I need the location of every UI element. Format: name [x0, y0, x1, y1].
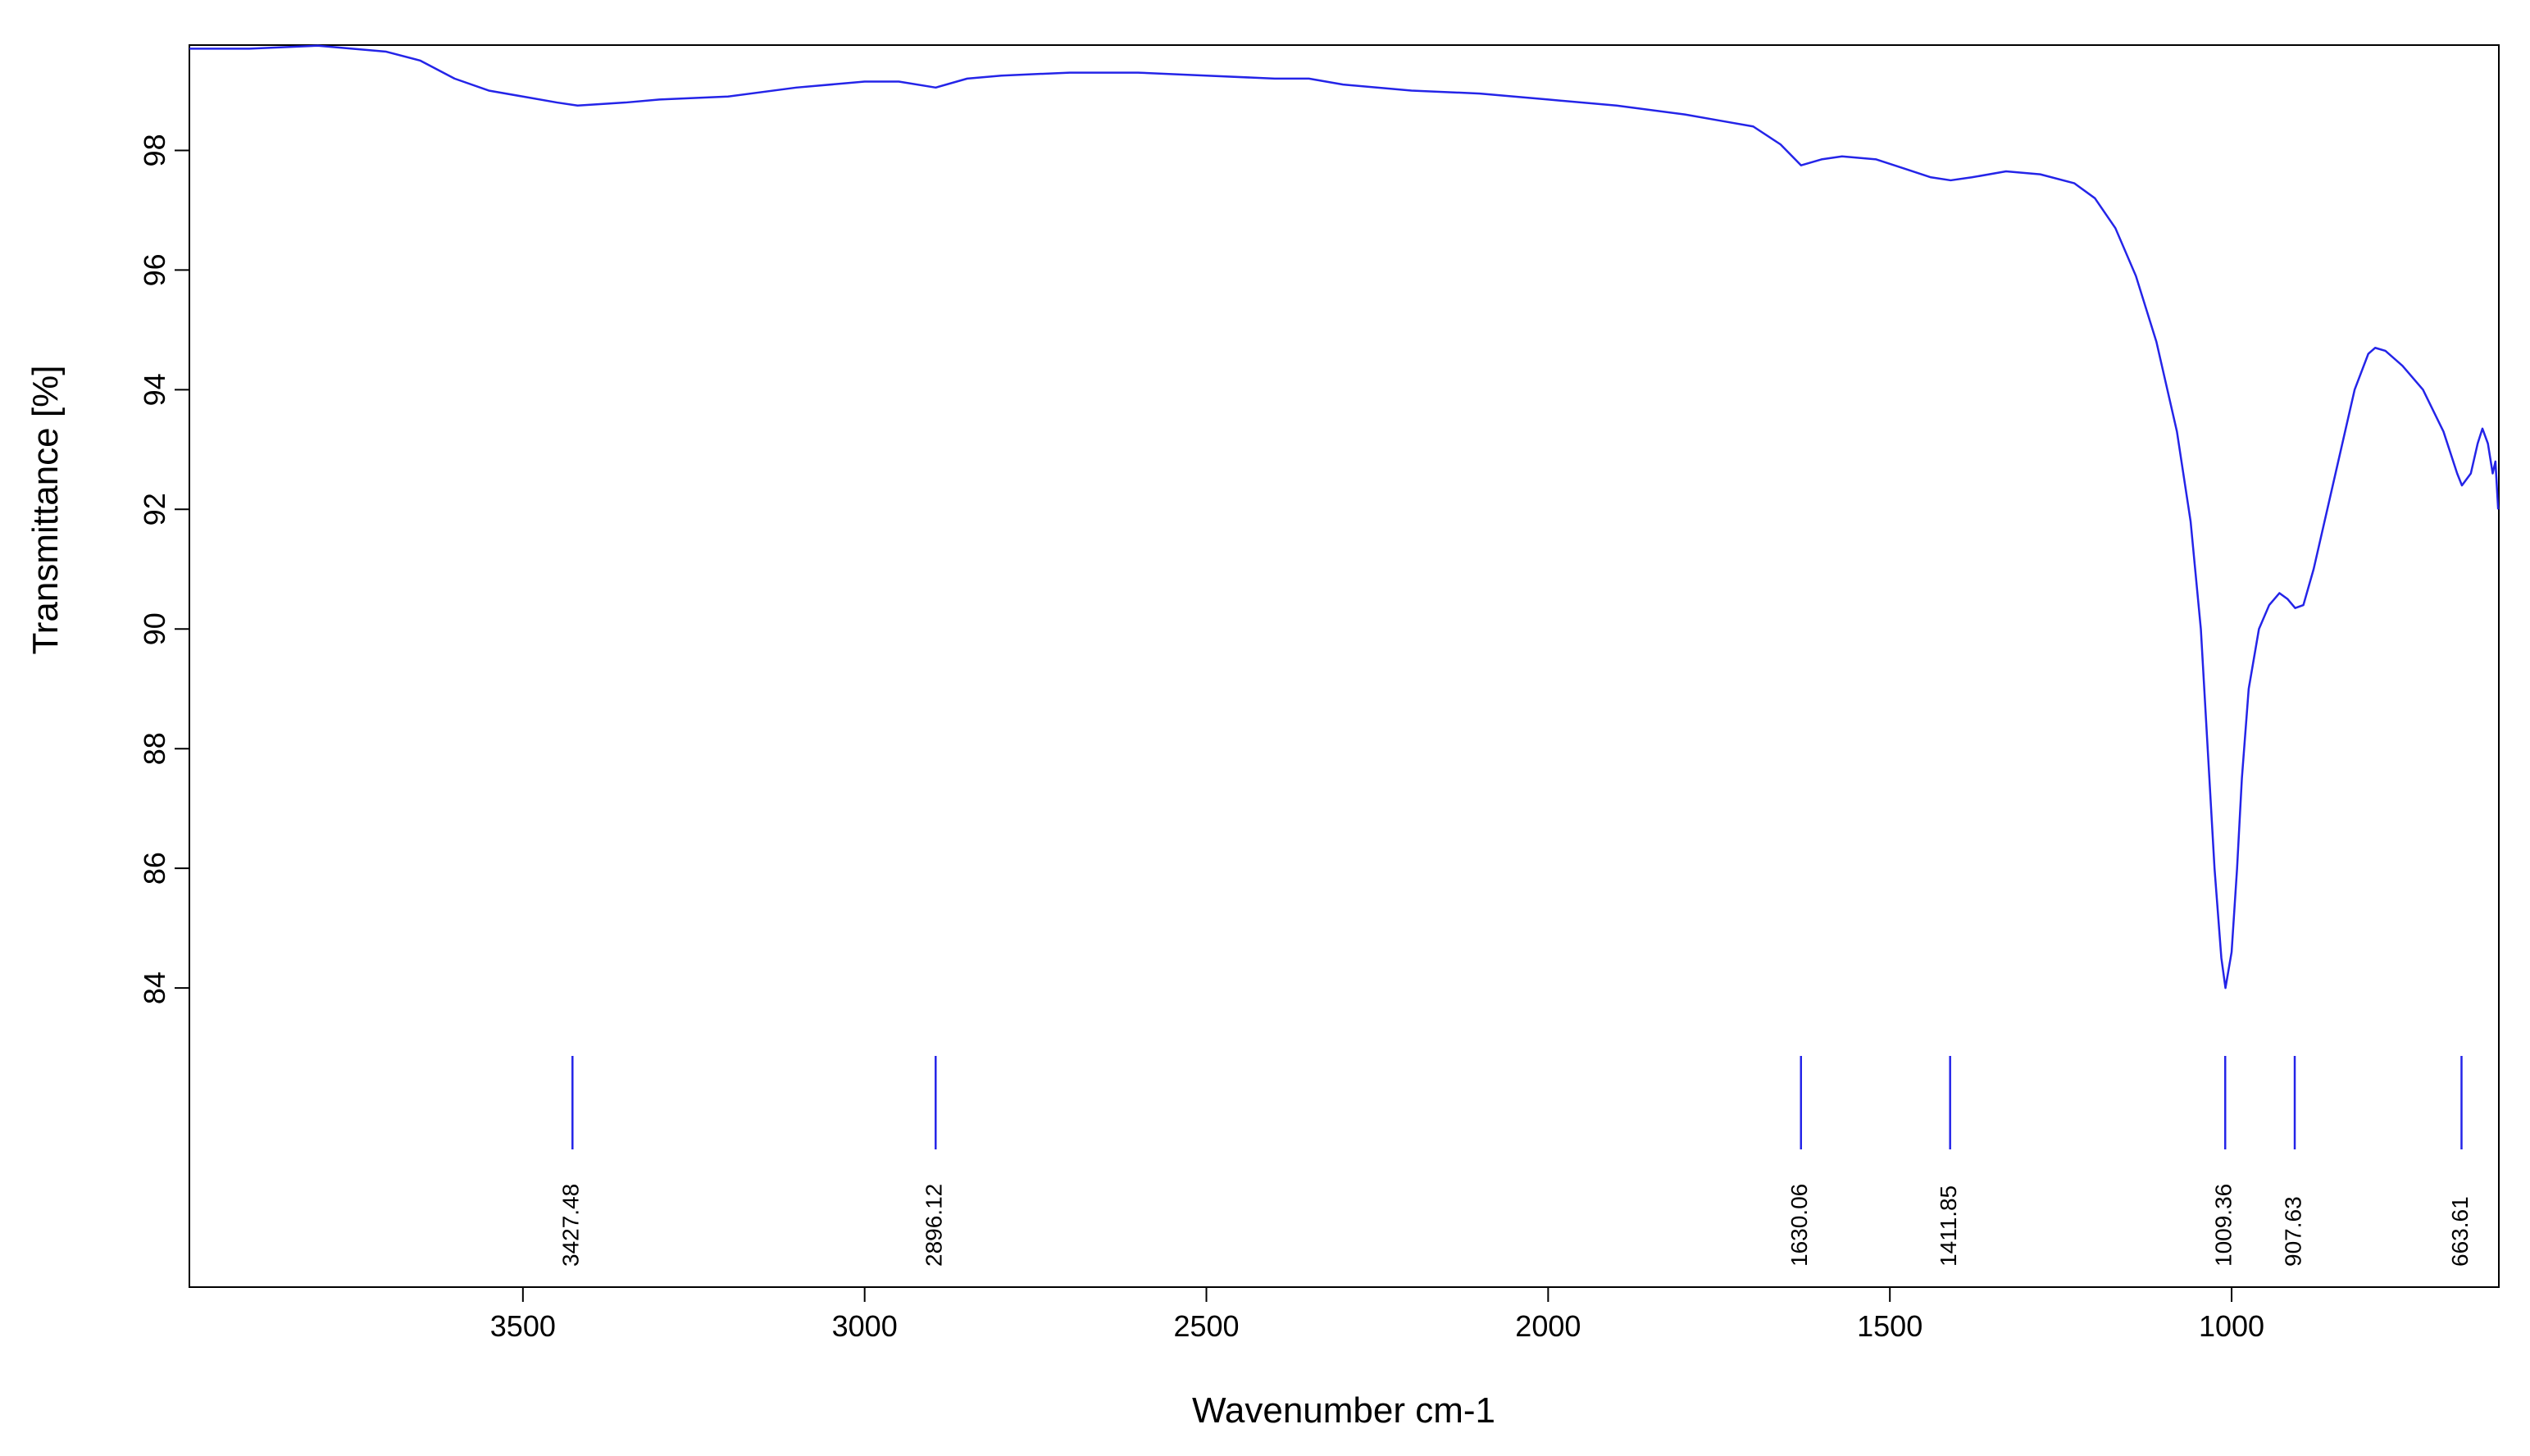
peak-label: 2896.12 — [921, 1184, 947, 1267]
y-tick-label: 90 — [138, 612, 171, 645]
x-tick-label: 2500 — [1173, 1309, 1239, 1343]
peak-label: 663.61 — [2447, 1196, 2473, 1267]
x-tick-label: 2000 — [1515, 1309, 1581, 1343]
y-tick-label: 92 — [138, 493, 171, 526]
y-tick-label: 84 — [138, 971, 171, 1004]
y-tick-label: 88 — [138, 732, 171, 765]
y-tick-label: 86 — [138, 852, 171, 885]
x-tick-label: 1000 — [2199, 1309, 2264, 1343]
plot-frame — [189, 44, 2500, 1288]
peak-label: 907.63 — [2280, 1196, 2305, 1267]
peak-label: 1411.85 — [1936, 1185, 1961, 1267]
spectrum-line — [189, 44, 2500, 990]
y-tick-label: 98 — [138, 134, 171, 166]
peak-label: 3427.48 — [558, 1184, 584, 1267]
y-tick-label: 94 — [138, 373, 171, 406]
x-axis-title: Wavenumber cm-1 — [1192, 1390, 1495, 1431]
peak-label: 1630.06 — [1786, 1184, 1812, 1267]
x-tick-label: 3500 — [490, 1309, 556, 1343]
x-tick-label: 3000 — [832, 1309, 898, 1343]
y-axis-title: Transmittance [%] — [25, 366, 66, 655]
x-tick-label: 1500 — [1857, 1309, 1923, 1343]
peak-label: 1009.36 — [2211, 1184, 2237, 1267]
y-tick-label: 96 — [138, 253, 171, 286]
